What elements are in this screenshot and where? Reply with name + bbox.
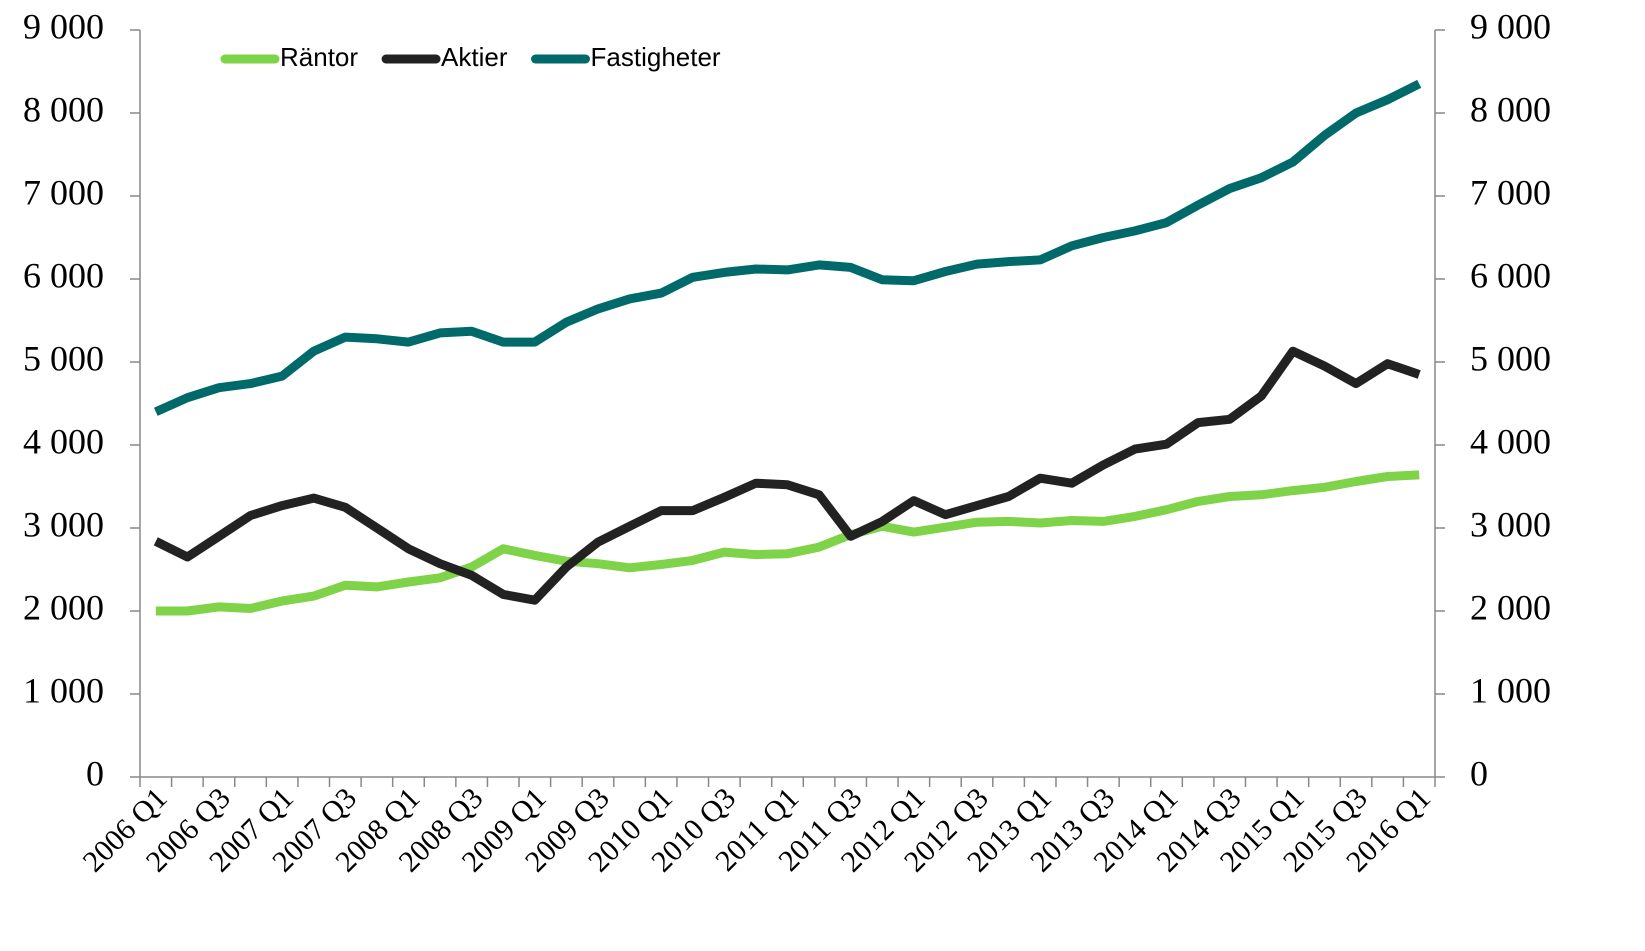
y2-tick-label: 8 000: [1470, 89, 1551, 129]
y2-tick-label: 3 000: [1470, 504, 1551, 544]
y-tick-label: 9 000: [23, 6, 104, 46]
y-tick-label: 1 000: [23, 670, 104, 710]
y-tick-label: 0: [86, 753, 104, 793]
y2-tick-label: 6 000: [1470, 255, 1551, 295]
y2-tick-label: 5 000: [1470, 338, 1551, 378]
y2-tick-label: 7 000: [1470, 172, 1551, 212]
y-tick-label: 2 000: [23, 587, 104, 627]
y-tick-label: 6 000: [23, 255, 104, 295]
legend-label: Fastigheter: [591, 42, 721, 72]
y2-tick-label: 1 000: [1470, 670, 1551, 710]
y2-tick-label: 9 000: [1470, 6, 1551, 46]
legend: Räntor Aktier Fastigheter: [220, 42, 721, 72]
legend-label: Aktier: [441, 42, 508, 72]
y-tick-label: 7 000: [23, 172, 104, 212]
series-line: [155, 470, 1420, 616]
y2-tick-label: 0: [1470, 753, 1488, 793]
y-tick-label: 3 000: [23, 504, 104, 544]
y2-tick-label: 2 000: [1470, 587, 1551, 627]
y2-tick-label: 4 000: [1470, 421, 1551, 461]
series-line: [153, 79, 1422, 416]
y-tick-label: 8 000: [23, 89, 104, 129]
legend-label: Räntor: [280, 42, 358, 72]
y-tick-label: 4 000: [23, 421, 104, 461]
y-tick-label: 5 000: [23, 338, 104, 378]
series-line: [153, 346, 1421, 605]
